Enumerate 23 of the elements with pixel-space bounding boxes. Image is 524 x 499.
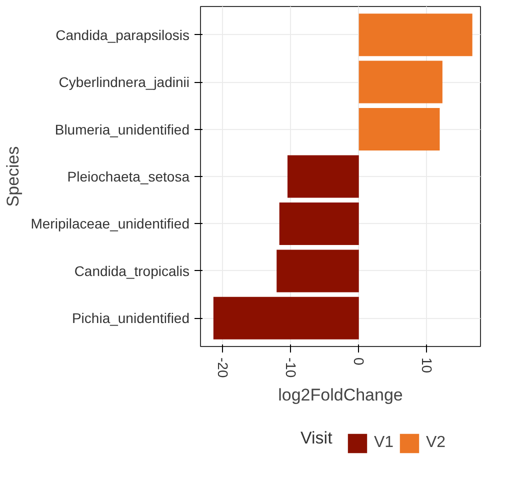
y-tick-label: Pichia_unidentified — [72, 310, 190, 326]
bar — [213, 296, 359, 340]
legend-label: V1 — [374, 434, 394, 452]
y-tick-label: Cyberlindnera_jadinii — [58, 74, 190, 90]
y-tick-label: Candida_tropicalis — [74, 262, 190, 279]
legend-title: Visit — [300, 428, 333, 448]
bar — [358, 60, 442, 104]
bar — [287, 155, 359, 198]
bar — [279, 202, 359, 245]
x-tick-label: -10 — [282, 358, 299, 378]
x-tick-label: 10 — [418, 358, 435, 374]
y-axis-title: Species — [4, 146, 23, 207]
x-tick-label: 0 — [350, 358, 367, 366]
bar — [276, 250, 359, 292]
y-tick-label: Blumeria_unidentified — [54, 121, 190, 138]
bar — [358, 14, 472, 56]
x-tick-label: -20 — [214, 358, 231, 378]
bar — [358, 108, 440, 151]
y-tick-label: Candida_parapsilosis — [56, 26, 190, 43]
y-tick-label: Meripilaceae_unidentified — [30, 216, 190, 232]
x-axis-title: log2FoldChange — [278, 386, 403, 405]
y-tick-label: Pleiochaeta_setosa — [67, 168, 190, 184]
legend-label: V2 — [426, 434, 446, 452]
